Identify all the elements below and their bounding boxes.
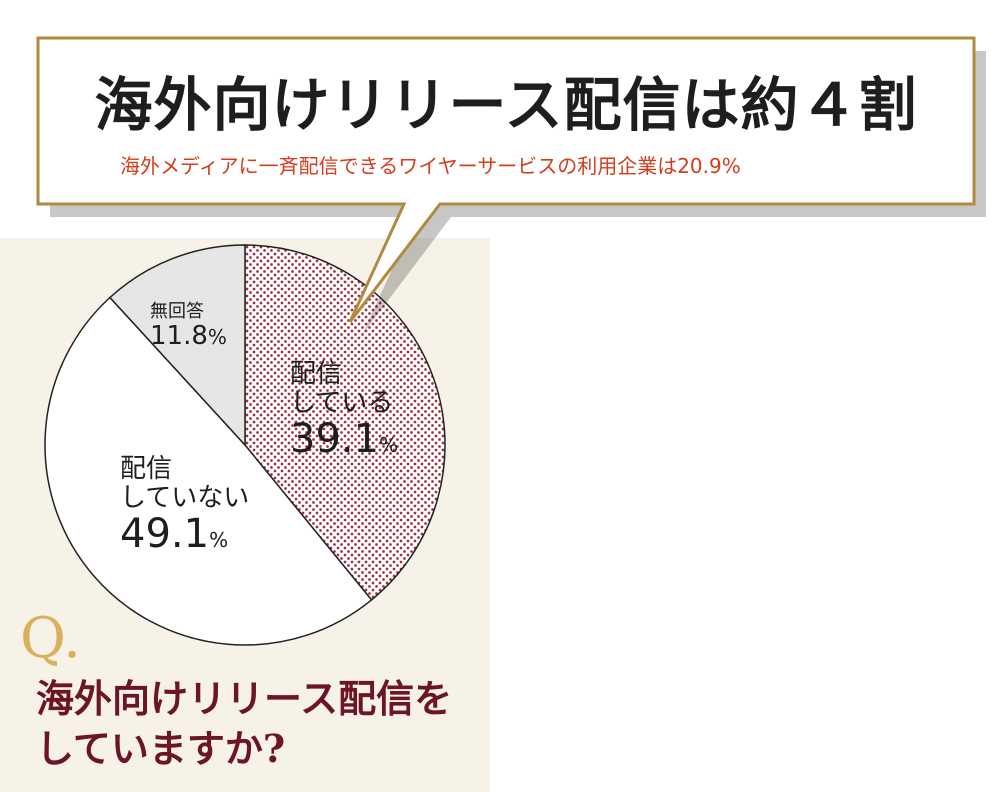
slice-label-not-distributing-line2: していない [120,482,250,513]
slice-label-not-distributing: 配信 していない 49.1% [120,455,249,556]
pie-slice-not-distributing [44,296,373,646]
slice-value-distributing: 39.1 [290,416,380,463]
slice-unit-no-answer: % [207,324,227,349]
slice-label-distributing: 配信 している 39.1% [290,360,398,461]
question-line-1: 海外向けリリース配信を [36,676,453,721]
slice-unit-distributing: % [379,433,399,458]
question-text: 海外向けリリース配信を していますか? [36,674,476,774]
question-line-2: していますか? [36,726,286,772]
slice-label-no-answer: 無回答 11.8% [150,302,227,350]
pie-slice-distributing [244,244,446,601]
subheadline: 海外メディアに一斉配信できるワイヤーサービスの利用企業は20.9% [120,154,741,178]
slice-value-not-distributing: 49.1 [120,511,210,558]
slice-label-distributing-line2: している [290,387,394,418]
slice-unit-not-distributing: % [209,528,229,553]
slice-label-distributing-line1: 配信 [290,359,343,389]
pie-slice-no-answer [108,244,246,447]
headline: 海外向けリリース配信は約４割 [94,71,918,139]
slice-value-no-answer: 11.8 [150,320,208,351]
question-mark-q: Q. [20,606,81,671]
slice-label-no-answer-text: 無回答 [150,301,204,322]
slice-label-not-distributing-line1: 配信 [120,454,173,484]
